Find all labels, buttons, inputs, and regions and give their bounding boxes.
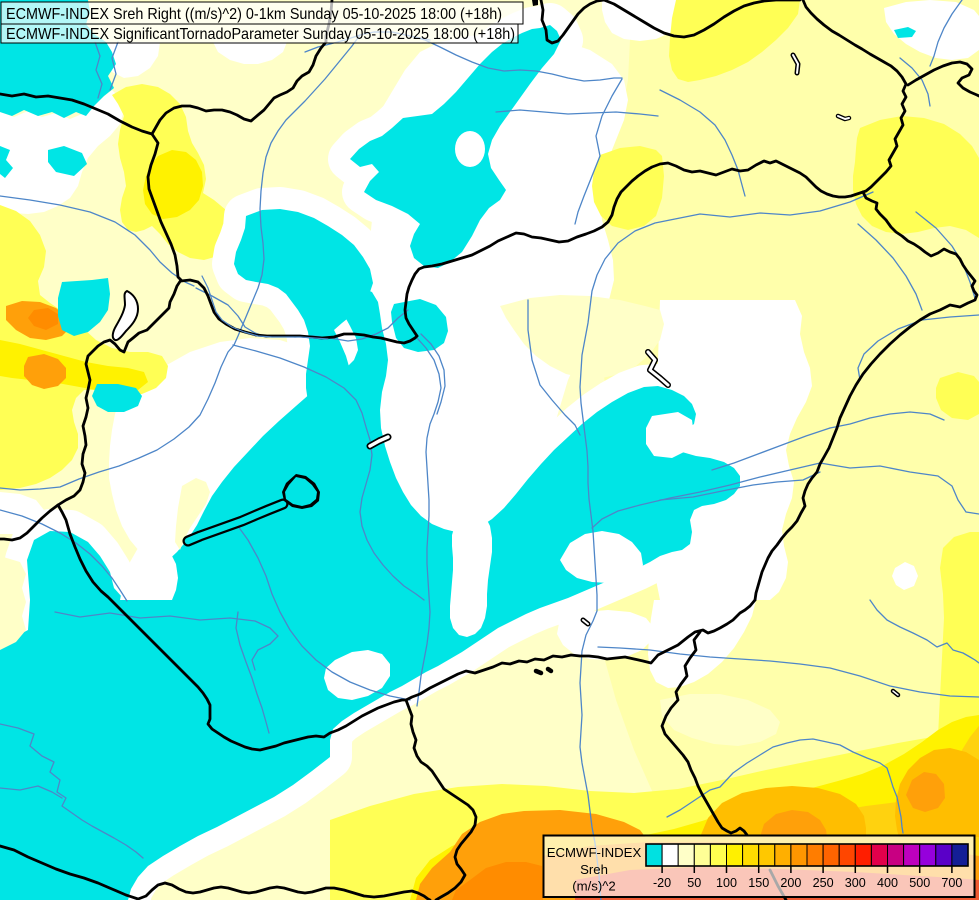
svg-text:150: 150: [748, 876, 769, 890]
svg-text:200: 200: [780, 876, 801, 890]
svg-text:400: 400: [877, 876, 898, 890]
svg-text:ECMWF-INDEX Sreh Right ((m/s)^: ECMWF-INDEX Sreh Right ((m/s)^2) 0-1km S…: [6, 6, 502, 23]
svg-text:-20: -20: [653, 876, 671, 890]
svg-text:ECMWF-INDEX: ECMWF-INDEX: [547, 845, 642, 860]
svg-text:Sreh: Sreh: [580, 862, 608, 877]
svg-text:250: 250: [813, 876, 834, 890]
svg-text:300: 300: [845, 876, 866, 890]
svg-text:500: 500: [909, 876, 930, 890]
svg-text:(m/s)^2: (m/s)^2: [572, 879, 616, 894]
svg-text:700: 700: [941, 876, 962, 890]
svg-text:100: 100: [716, 876, 737, 890]
svg-text:ECMWF-INDEX SignificantTornado: ECMWF-INDEX SignificantTornadoParameter …: [6, 26, 515, 43]
svg-text:50: 50: [687, 876, 701, 890]
